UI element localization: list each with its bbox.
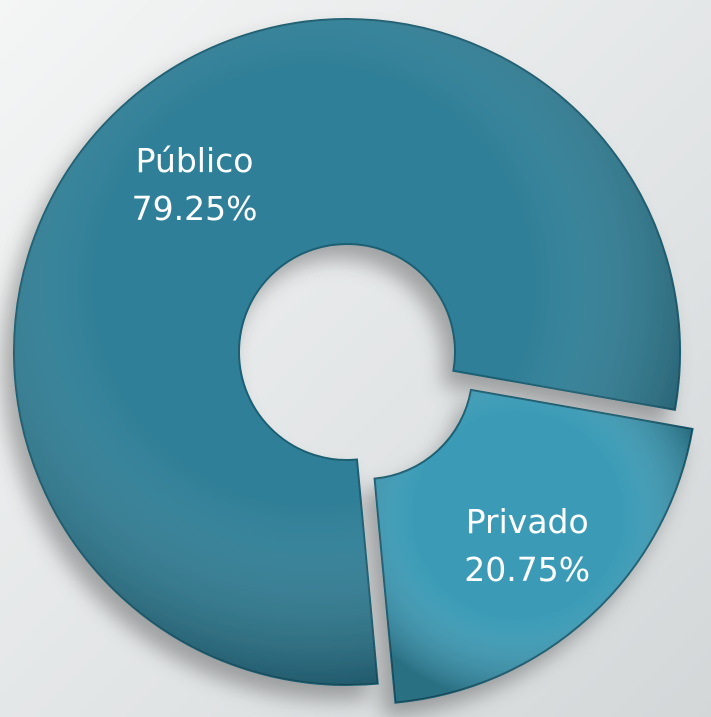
slice-value-label: 79.25% — [132, 189, 258, 228]
labels: Público 79.25% Privado 20.75% — [132, 141, 591, 589]
slice-category-label: Público — [136, 141, 254, 180]
slices — [13, 18, 694, 704]
slice-shade — [13, 19, 680, 685]
slice-value-label: 20.75% — [464, 550, 590, 589]
slice-shade — [374, 389, 693, 703]
slice-category-label: Privado — [466, 502, 589, 541]
